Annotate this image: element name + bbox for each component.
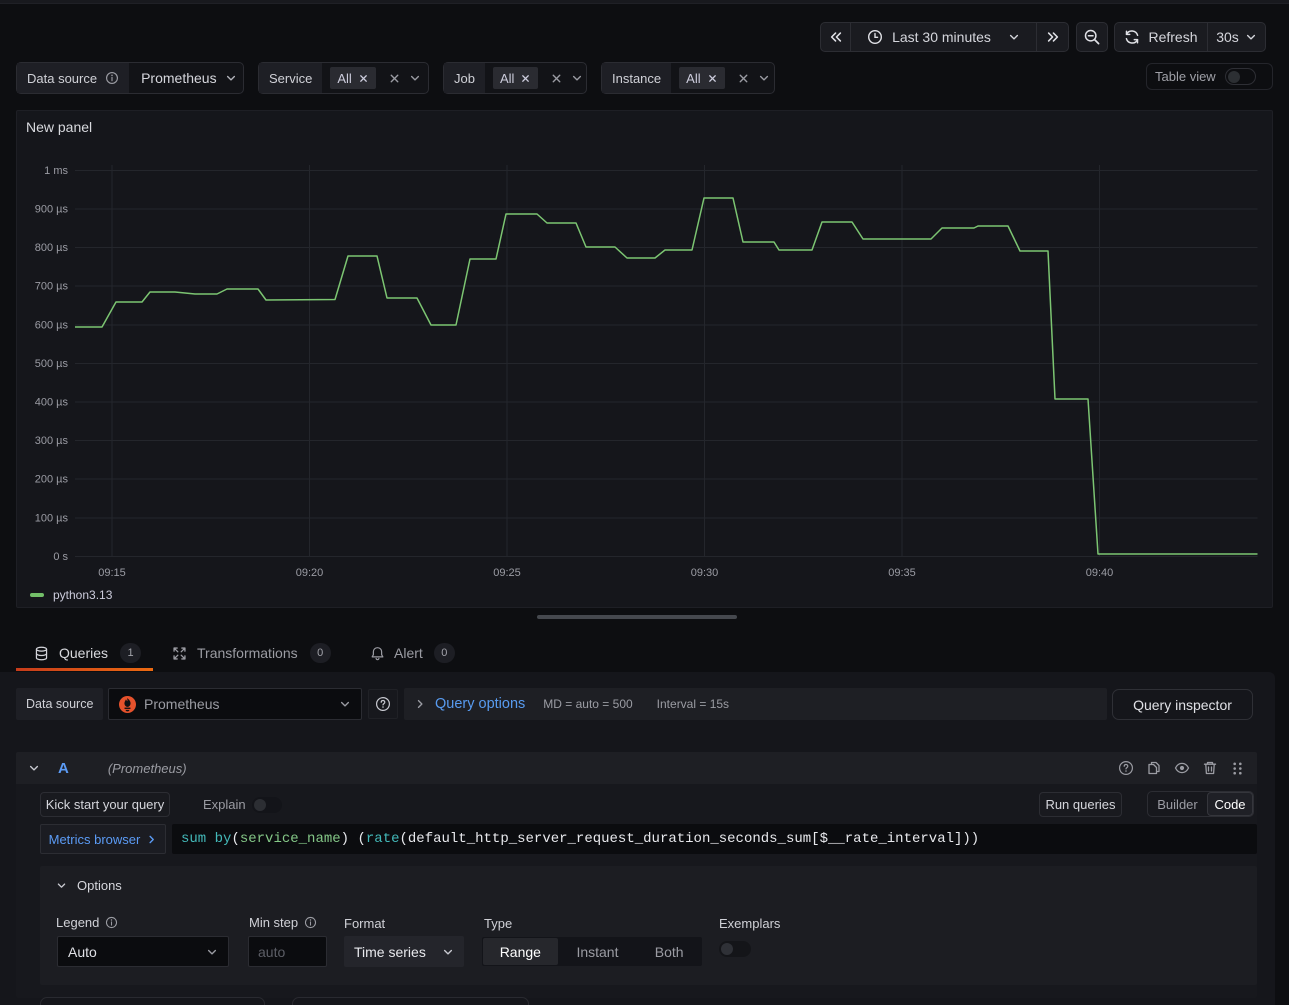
svg-text:200 µs: 200 µs	[35, 474, 69, 486]
svg-text:0 s: 0 s	[53, 551, 68, 563]
svg-text:1 ms: 1 ms	[44, 165, 68, 177]
svg-text:09:35: 09:35	[888, 567, 916, 579]
svg-text:900 µs: 900 µs	[35, 204, 69, 216]
svg-text:09:40: 09:40	[1086, 567, 1114, 579]
svg-text:700 µs: 700 µs	[35, 281, 69, 293]
svg-text:100 µs: 100 µs	[35, 513, 69, 525]
svg-text:09:15: 09:15	[98, 567, 126, 579]
svg-text:500 µs: 500 µs	[35, 358, 69, 370]
svg-text:400 µs: 400 µs	[35, 397, 69, 409]
svg-text:09:30: 09:30	[691, 567, 719, 579]
svg-text:600 µs: 600 µs	[35, 320, 69, 332]
svg-text:300 µs: 300 µs	[35, 435, 69, 447]
svg-text:09:20: 09:20	[296, 567, 324, 579]
svg-text:800 µs: 800 µs	[35, 242, 69, 254]
svg-text:09:25: 09:25	[493, 567, 521, 579]
